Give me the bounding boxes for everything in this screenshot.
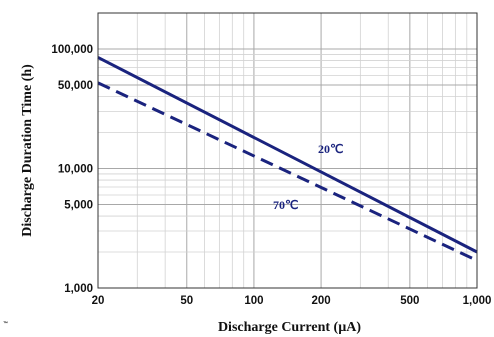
x-tick-label: 500: [400, 295, 419, 307]
series-lines: [97, 56, 478, 262]
x-tick-label: 100: [244, 295, 263, 307]
y-tick-label: 5,000: [64, 199, 93, 211]
series-line-20c: [97, 56, 478, 254]
grid: [98, 13, 477, 288]
x-tick-label: 50: [180, 295, 193, 307]
y-tick-label: 100,000: [51, 44, 93, 56]
y-tick-label: 1,000: [64, 283, 93, 295]
series-line-70c: [97, 81, 478, 262]
y-tick-label: 50,000: [58, 80, 93, 92]
corner-mark: ™: [3, 321, 8, 327]
series-labels: 20℃ 70℃: [273, 142, 343, 212]
x-tick-label: 200: [311, 295, 330, 307]
y-tick-label: 10,000: [58, 163, 93, 175]
series-label: 20℃: [318, 142, 343, 156]
x-tick-label: 20: [92, 295, 105, 307]
x-axis-title: Discharge Current (µA): [218, 320, 361, 335]
x-tick-label: 1,000: [463, 295, 492, 307]
plot-frame: [97, 12, 478, 289]
tick-labels: 20 50 100 200 500 1,000 1,000 5,000 10,000 50,000…: [51, 44, 491, 307]
y-axis-title: Discharge Duration Time (h): [20, 64, 35, 237]
series-label: 70℃: [273, 198, 298, 212]
